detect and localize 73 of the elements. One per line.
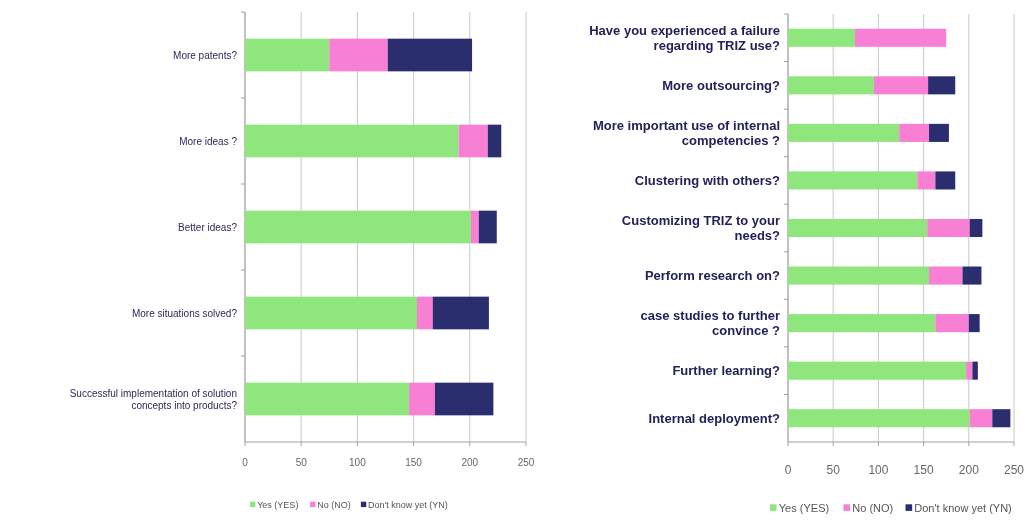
y-tick-label: Successful implementation of solution concepts into products?	[69, 387, 238, 411]
bar	[935, 314, 969, 333]
x-tick-label: 50	[295, 457, 308, 468]
legend-label: No (NO)	[317, 500, 351, 510]
bar	[929, 266, 963, 285]
legend-label: No (NO)	[852, 502, 894, 514]
bar	[470, 210, 479, 244]
bar	[458, 124, 488, 158]
bar	[917, 171, 936, 190]
x-tick-label: 250	[1003, 463, 1025, 477]
bar	[972, 361, 978, 380]
y-tick-label: More outsourcing?	[662, 77, 781, 93]
x-tick-label: 150	[405, 457, 423, 468]
bar	[899, 123, 930, 142]
bar	[928, 76, 956, 95]
bar	[416, 296, 433, 330]
bar	[788, 218, 928, 238]
bar	[478, 210, 497, 244]
bar	[788, 76, 874, 95]
bar	[245, 382, 410, 416]
legend-label: Yes (YES)	[778, 502, 830, 514]
bar	[245, 296, 417, 330]
x-tick-label: 150	[913, 463, 934, 477]
bar	[788, 314, 936, 333]
bar	[992, 409, 1011, 428]
bar	[245, 38, 330, 72]
x-tick-label: 0	[242, 457, 249, 468]
y-tick-label: More situations solved?	[131, 307, 238, 319]
bar	[969, 409, 993, 428]
y-tick-label: Internal deployment?	[648, 410, 781, 426]
bar	[935, 171, 956, 190]
bar	[409, 382, 435, 416]
bar	[432, 296, 489, 330]
y-tick-label: Customizing TRIZ to your needs?	[621, 212, 781, 244]
bar	[854, 28, 947, 47]
y-tick-label: Have you experienced a failure regarding TRIZ use?	[589, 22, 781, 54]
y-tick-label: case studies to further convince ?	[640, 307, 781, 339]
bar	[929, 123, 949, 142]
bar	[788, 171, 918, 190]
x-tick-label: 200	[958, 463, 980, 477]
y-tick-label: Further learning?	[672, 363, 781, 379]
legend-label: Yes (YES)	[257, 500, 299, 510]
bar	[387, 38, 473, 72]
x-tick-label: 0	[784, 463, 792, 477]
y-tick-label: Perform research on?	[644, 268, 781, 284]
bar	[788, 409, 970, 428]
bar	[966, 361, 973, 380]
bar	[487, 124, 502, 158]
y-tick-label: Clustering with others?	[634, 172, 781, 188]
x-tick-label: 100	[349, 457, 367, 468]
x-tick-label: 50	[826, 463, 841, 477]
bar	[788, 123, 900, 142]
y-tick-label: Better ideas?	[178, 221, 238, 233]
bar	[245, 124, 459, 158]
bar	[245, 210, 471, 244]
bar	[329, 38, 388, 72]
y-tick-label: More patents?	[173, 49, 238, 61]
bar	[434, 382, 494, 416]
y-tick-label: More important use of internal competencies ?	[592, 117, 781, 149]
bar	[962, 266, 982, 285]
bar	[788, 361, 967, 380]
legend-label: Don't know yet (YN)	[914, 502, 1012, 514]
y-tick-label: More ideas ?	[179, 135, 238, 147]
bar	[788, 28, 855, 47]
bar	[927, 218, 970, 238]
bar	[968, 314, 980, 333]
x-tick-label: 100	[868, 463, 889, 477]
x-tick-label: 250	[517, 457, 535, 468]
bar	[873, 76, 929, 95]
bar	[969, 218, 983, 238]
x-tick-label: 200	[461, 457, 479, 468]
bar	[788, 266, 930, 285]
legend-label: Don't know yet (YN)	[368, 500, 448, 510]
